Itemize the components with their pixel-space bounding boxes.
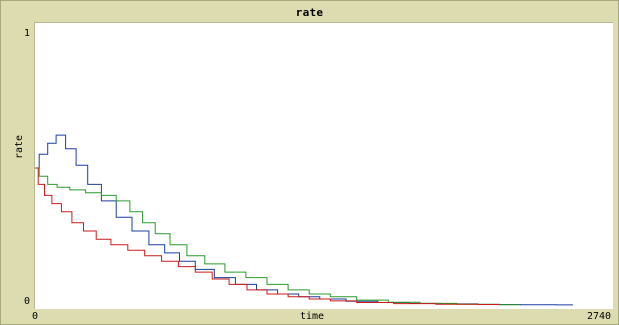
y-axis-max-label: 1 <box>24 28 31 39</box>
y-axis-min-label: 0 <box>24 296 31 307</box>
x-axis-min-label: 0 <box>32 311 39 322</box>
x-axis-label: time <box>300 311 325 322</box>
y-axis-label: rate <box>14 134 25 159</box>
plot-area <box>34 22 613 309</box>
series-line-3 <box>35 167 500 305</box>
plot-canvas <box>35 134 573 306</box>
chart-title: rate <box>295 6 324 19</box>
x-axis-max-label: 2740 <box>587 311 612 322</box>
series-line-1 <box>35 134 573 306</box>
series-line-2 <box>35 167 521 306</box>
